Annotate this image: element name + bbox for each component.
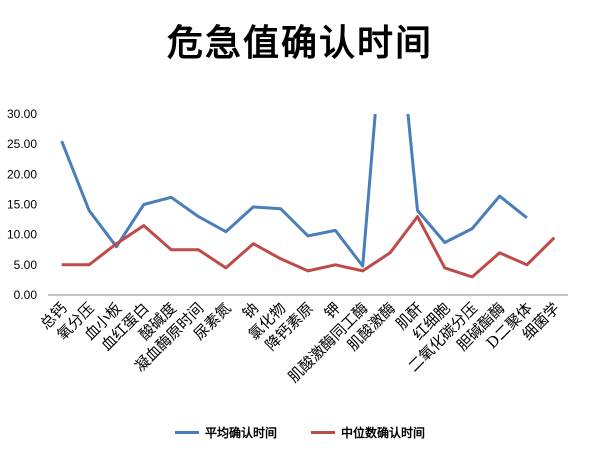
legend-item-average: 平均确认时间 xyxy=(174,424,277,441)
legend: 平均确认时间 中位数确认时间 xyxy=(0,424,600,441)
legend-label-average: 平均确认时间 xyxy=(204,426,277,440)
y-tick-label: 10.00 xyxy=(7,228,37,242)
series-line-median xyxy=(61,215,556,279)
y-tick-label: 15.00 xyxy=(7,198,37,212)
y-tick-label: 0.00 xyxy=(14,288,38,302)
y-tick-label: 5.00 xyxy=(14,258,38,272)
series-line-average xyxy=(60,114,528,268)
legend-label-median: 中位数确认时间 xyxy=(341,426,426,440)
y-tick-label: 30.00 xyxy=(7,107,37,121)
legend-item-median: 中位数确认时间 xyxy=(311,424,425,441)
legend-swatch-median xyxy=(311,431,335,434)
chart-title: 危急值确认时间 xyxy=(166,22,433,64)
legend-swatch-average xyxy=(174,431,199,434)
y-tick-label: 25.00 xyxy=(7,137,37,151)
y-tick-label: 20.00 xyxy=(7,167,37,181)
